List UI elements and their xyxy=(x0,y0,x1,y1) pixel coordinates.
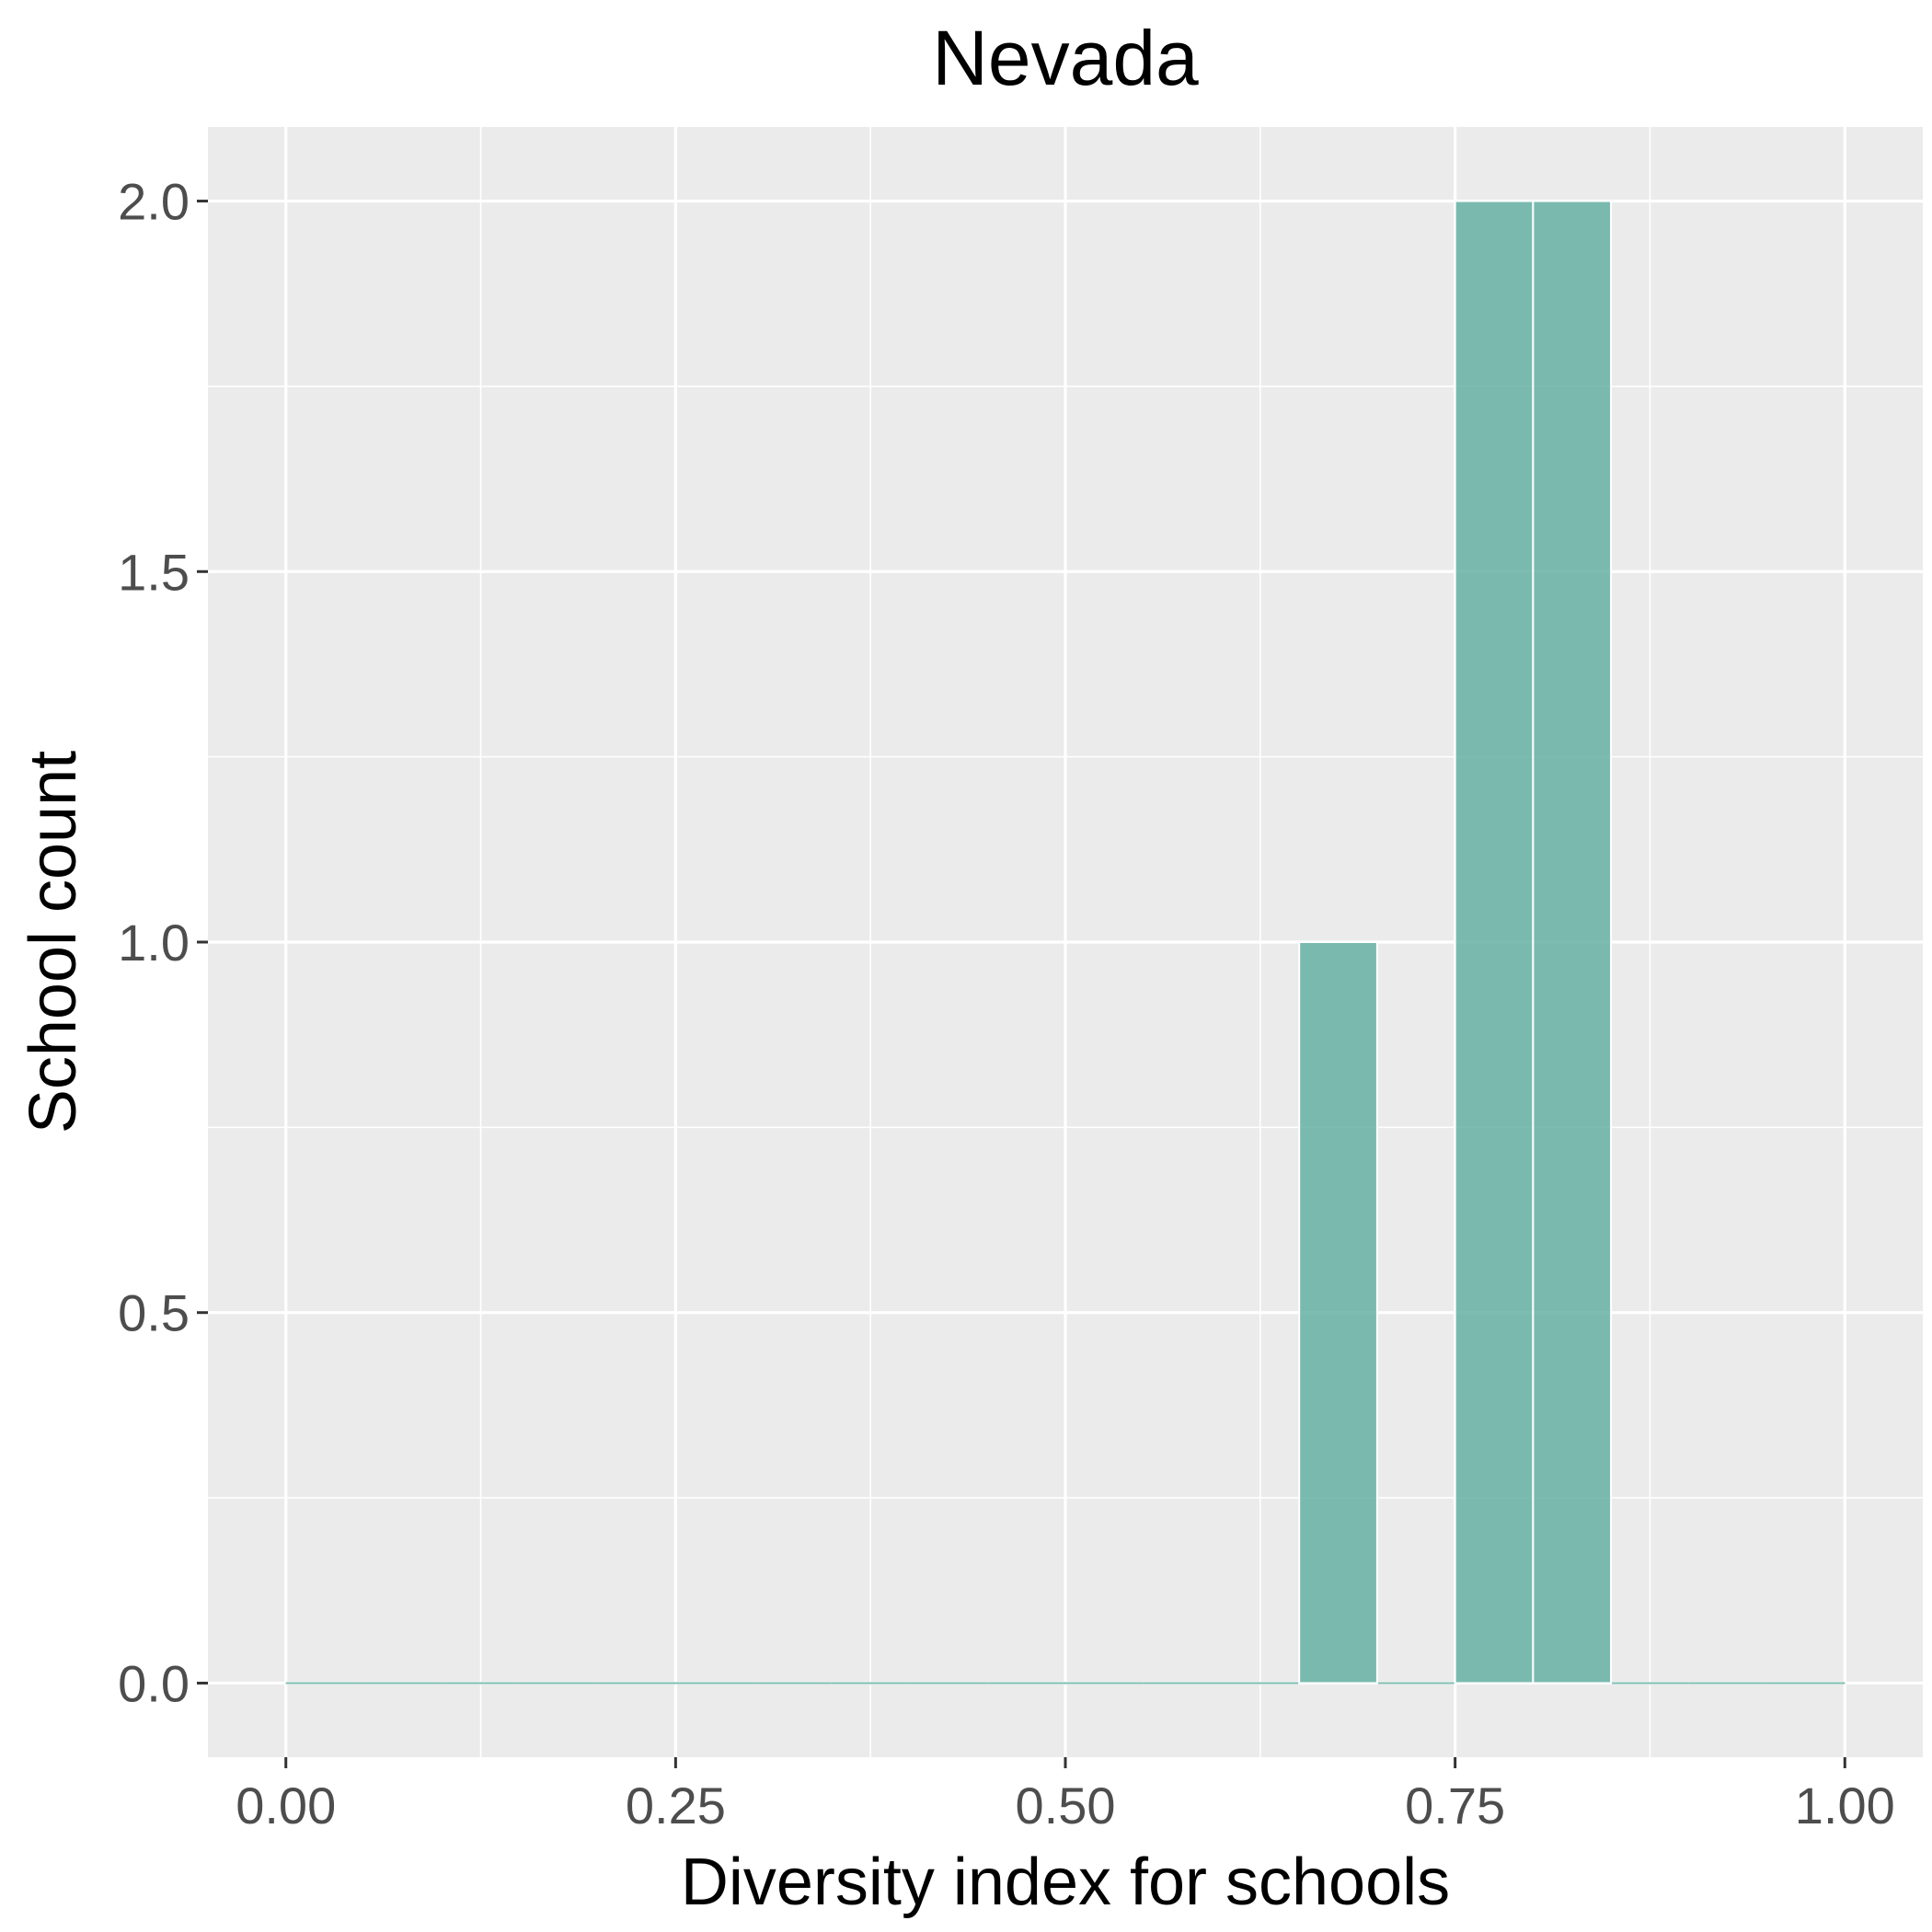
y-tick-label: 2.0 xyxy=(118,173,190,231)
y-axis-title: School count xyxy=(17,751,90,1133)
histogram-bars xyxy=(1298,200,1613,1685)
y-tick-label: 0.0 xyxy=(118,1654,190,1712)
y-tick-label: 1.5 xyxy=(118,543,190,601)
y-tick-label: 0.5 xyxy=(118,1284,190,1342)
x-tick-label: 0.50 xyxy=(1016,1777,1116,1834)
x-tick-label: 1.00 xyxy=(1795,1777,1895,1834)
x-axis-title: Diversity index for schools xyxy=(681,1846,1450,1919)
y-axis-ticks: 0.0 0.5 1.0 1.5 2.0 xyxy=(118,173,208,1712)
x-tick-label: 0.75 xyxy=(1405,1777,1505,1834)
x-tick-label: 0.00 xyxy=(236,1777,336,1834)
x-axis-ticks: 0.00 0.25 0.50 0.75 1.00 xyxy=(236,1757,1895,1834)
chart-title: Nevada xyxy=(932,15,1199,101)
histogram-bar xyxy=(1298,941,1378,1685)
y-tick-label: 1.0 xyxy=(118,914,190,972)
histogram-bar xyxy=(1532,200,1613,1685)
histogram-bar xyxy=(1454,200,1535,1685)
x-tick-label: 0.25 xyxy=(626,1777,726,1834)
